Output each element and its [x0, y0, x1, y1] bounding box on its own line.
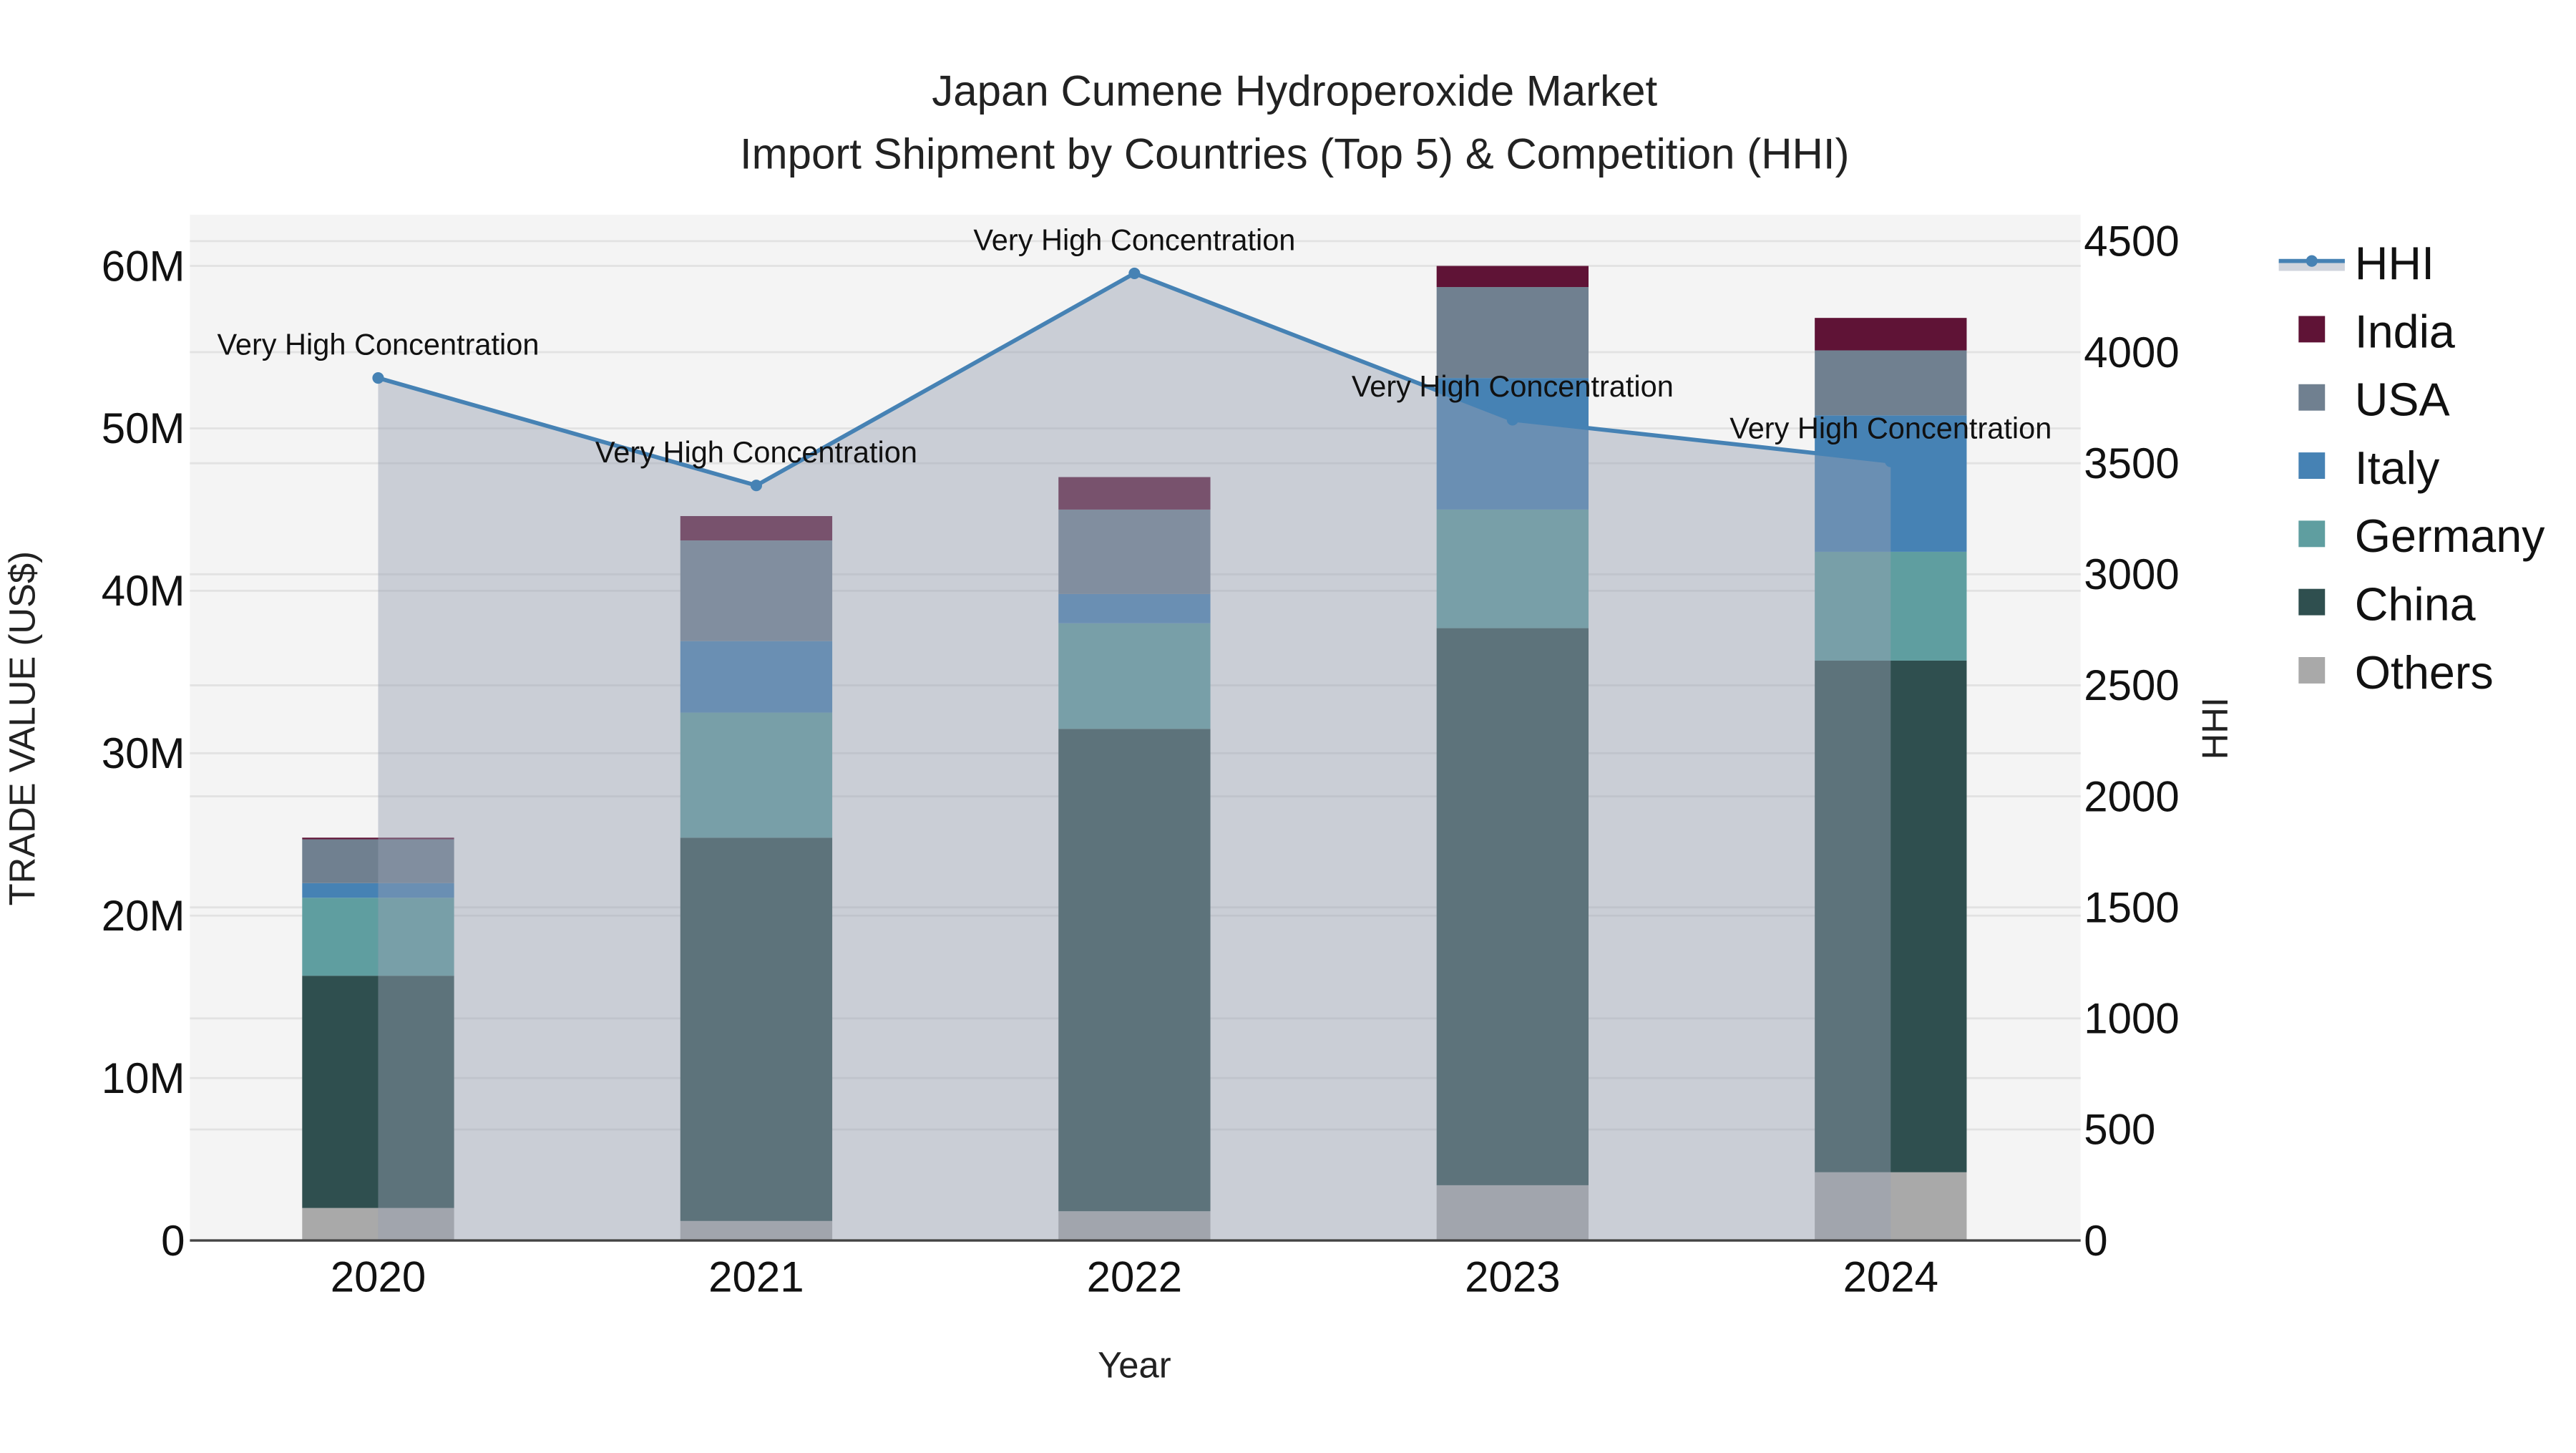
y2-tick-label: 4000 — [2084, 329, 2179, 376]
bar-segment-usa: USA 2023: 5600000 — [1436, 287, 1589, 379]
legend: HHI India USA Italy Germany China Others — [2278, 238, 2545, 699]
bar-segment-germany: Germany 2023: 7300000 — [1436, 509, 1589, 628]
bar-segment-others: Others 2023: 3400000 — [1436, 1185, 1589, 1241]
bar-segment-india: India 2024: 2000000 — [1815, 318, 1967, 351]
hhi-area — [378, 273, 1891, 1241]
hhi-area-fill — [378, 273, 1891, 1241]
x-tick-label: 2023 — [1465, 1253, 1560, 1301]
legend-item-hhi: HHI — [2278, 238, 2434, 289]
legend-item-china: China — [2298, 579, 2476, 631]
y2-tick-label: 3000 — [2084, 550, 2179, 598]
bar-segment-india: India 2022: 2000000 — [1058, 477, 1211, 510]
y2-tick-label: 2000 — [2084, 772, 2179, 820]
x-axis-ticks: 2020 2021 2022 2023 2024 — [331, 1253, 1938, 1301]
hhi-point-2024 — [1885, 455, 1897, 467]
bar-segment-others: Others 2021: 1200000 — [680, 1220, 833, 1241]
y2-tick-label: 3500 — [2084, 439, 2179, 487]
y-tick-label: 50M — [102, 404, 185, 452]
legend-label: Germany — [2355, 510, 2545, 562]
hhi-point-2023 — [1506, 414, 1518, 426]
legend-swatch-usa — [2298, 384, 2326, 411]
legend-item-germany: Germany — [2298, 510, 2545, 562]
y-tick-label: 30M — [102, 729, 185, 777]
hhi-annotation: Very High Concentration — [595, 435, 917, 469]
bar-segment-germany: Germany 2021: 7700000 — [680, 712, 833, 838]
bar-segment-china: China 2021: 23600000 — [680, 837, 833, 1221]
x-tick-label: 2024 — [1843, 1253, 1938, 1301]
bar-segment-india: India 2020: 100000 — [302, 837, 454, 840]
legend-label: Italy — [2355, 442, 2440, 494]
legend-item-italy: Italy — [2298, 442, 2440, 494]
y-tick-label: 60M — [102, 242, 185, 290]
hhi-line — [372, 267, 1897, 492]
y-tick-label: 10M — [102, 1054, 185, 1102]
bar-segment-germany: Germany 2020: 4800000 — [302, 898, 454, 976]
y2-tick-label: 2500 — [2084, 661, 2179, 709]
legend-swatch-china — [2298, 588, 2326, 616]
legend-swatch-others — [2298, 657, 2326, 684]
legend-item-others: Others — [2298, 647, 2494, 699]
x-axis-title: Year — [1098, 1345, 1171, 1386]
y-tick-label: 40M — [102, 567, 185, 615]
bar-segment-italy: Italy 2022: 1800000 — [1058, 593, 1211, 623]
y2-axis-title: HHI — [2195, 697, 2235, 759]
bar-segment-others: Others 2022: 1800000 — [1058, 1211, 1211, 1241]
bar-segment-italy: Italy 2024: 8400000 — [1815, 415, 1967, 552]
hhi-annotation: Very High Concentration — [217, 328, 539, 361]
bar-segment-usa: USA 2021: 6200000 — [680, 540, 833, 641]
y-tick-label: 0 — [161, 1217, 185, 1265]
x-tick-label: 2020 — [331, 1253, 426, 1301]
bar-segment-china: China 2023: 34300000 — [1436, 628, 1589, 1185]
hhi-annotation: Very High Concentration — [973, 223, 1295, 257]
legend-item-usa: USA — [2298, 374, 2450, 426]
bar-segment-china: China 2024: 31500000 — [1815, 660, 1967, 1172]
legend-label: USA — [2355, 374, 2450, 426]
chart-title-line-1: Japan Cumene Hydroperoxide Market — [932, 67, 1657, 115]
bar-segment-india: India 2023: 1300000 — [1436, 266, 1589, 288]
y2-tick-label: 500 — [2084, 1106, 2155, 1154]
bar-segment-germany: Germany 2024: 6700000 — [1815, 551, 1967, 661]
bar-segment-italy: Italy 2021: 4400000 — [680, 641, 833, 713]
y-tick-label: 20M — [102, 892, 185, 940]
y-axis-ticks: 0 10M 20M 30M 40M 50M 60M — [102, 242, 185, 1265]
bar-segment-germany: Germany 2022: 6500000 — [1058, 623, 1211, 729]
hhi-annotations: Very High Concentration Very High Concent… — [217, 223, 2051, 469]
legend-label: China — [2355, 579, 2476, 631]
chart-title-line-2: Import Shipment by Countries (Top 5) & C… — [740, 130, 1850, 178]
y2-tick-label: 1500 — [2084, 883, 2179, 931]
bar-segment-others: Others 2020: 2000000 — [302, 1207, 454, 1241]
y2-axis-ticks: 0 500 1000 1500 2000 2500 3000 3500 4000 4500 — [2084, 218, 2179, 1265]
y-axis-title: TRADE VALUE (US$) — [1, 551, 42, 905]
hhi-point-2021 — [750, 480, 762, 492]
legend-label: HHI — [2355, 238, 2434, 289]
hhi-annotation: Very High Concentration — [1729, 411, 2051, 444]
bar-segment-china: China 2020: 14300000 — [302, 976, 454, 1208]
legend-label: Others — [2355, 647, 2494, 699]
hhi-point-2020 — [372, 371, 384, 384]
bar-segment-usa: USA 2022: 5200000 — [1058, 509, 1211, 594]
bar-segment-india: India 2021: 1500000 — [680, 515, 833, 541]
legend-swatch-india — [2298, 316, 2326, 343]
y2-tick-label: 4500 — [2084, 218, 2179, 266]
stacked-bars: Others 2020: 2000000China 2020: 14300000… — [302, 266, 1967, 1241]
y2-tick-label: 1000 — [2084, 995, 2179, 1043]
hhi-point-2022 — [1128, 267, 1141, 279]
bar-segment-china: China 2022: 29700000 — [1058, 729, 1211, 1212]
legend-hhi-marker-icon — [2306, 255, 2318, 267]
legend-swatch-germany — [2298, 520, 2326, 548]
bar-segment-others: Others 2024: 4200000 — [1815, 1172, 1967, 1241]
y2-tick-label: 0 — [2084, 1217, 2107, 1265]
bar-segment-usa: USA 2024: 4000000 — [1815, 350, 1967, 416]
bar-segment-usa: USA 2020: 2700000 — [302, 839, 454, 883]
legend-swatch-italy — [2298, 452, 2326, 479]
legend-item-india: India — [2298, 306, 2455, 357]
x-tick-label: 2021 — [708, 1253, 804, 1301]
legend-label: India — [2355, 306, 2455, 357]
hhi-annotation: Very High Concentration — [1352, 369, 1674, 403]
x-tick-label: 2022 — [1087, 1253, 1182, 1301]
bar-segment-italy: Italy 2020: 900000 — [302, 883, 454, 898]
